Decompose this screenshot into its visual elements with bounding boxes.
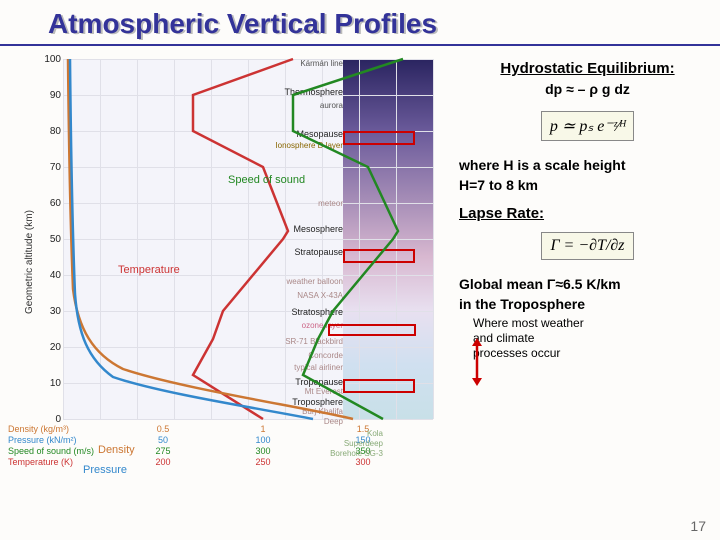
troposphere-arrow	[470, 338, 484, 391]
weather-note3: processes occur	[473, 346, 716, 361]
global-mean-section: Global mean Γ≈6.5 K/km in the Tropospher…	[459, 276, 716, 361]
page-title: Atmospheric Vertical Profiles	[0, 0, 720, 46]
sub-label: Kola	[367, 429, 383, 438]
curve-annotation: Speed of sound	[228, 174, 305, 186]
y-axis-label: Geometric altitude (km)	[24, 210, 35, 314]
hydrostatic-title: Hydrostatic Equilibrium:	[459, 60, 716, 77]
main-container: Geometric altitude (km) 0102030405060708…	[0, 46, 720, 496]
y-tick: 40	[43, 270, 61, 281]
curves-layer	[63, 59, 433, 419]
x-tick: 100	[248, 435, 278, 445]
x-tick: 50	[148, 435, 178, 445]
y-tick: 20	[43, 342, 61, 353]
y-tick: 80	[43, 126, 61, 137]
hydrostatic-section: Hydrostatic Equilibrium: dp ≈ – ρ g dz p…	[459, 60, 716, 145]
sub-label: Borehole SG-3	[330, 449, 383, 458]
curve-annotation: Temperature	[118, 264, 180, 276]
y-tick: 10	[43, 378, 61, 389]
weather-note2: and climate	[473, 331, 716, 346]
curve-annotation: Density	[98, 444, 135, 456]
x-tick: 0.5	[148, 424, 178, 434]
lapse-rate-formula: Γ = −∂T/∂z	[541, 232, 633, 260]
y-tick: 60	[43, 198, 61, 209]
scale-height-text2: H=7 to 8 km	[459, 177, 716, 193]
x-tick: 275	[148, 446, 178, 456]
lapse-rate-title: Lapse Rate:	[459, 205, 716, 222]
x-tick: 300	[348, 457, 378, 467]
x-tick: 300	[248, 446, 278, 456]
x-row-label: Density (kg/m³)	[8, 424, 118, 434]
global-mean-text1: Global mean Γ≈6.5 K/km	[459, 276, 716, 292]
lapse-rate-section: Lapse Rate: Γ = −∂T/∂z	[459, 205, 716, 264]
atmosphere-chart: Geometric altitude (km) 0102030405060708…	[8, 54, 438, 474]
chart-area: Geometric altitude (km) 0102030405060708…	[0, 46, 455, 496]
y-tick: 100	[43, 54, 61, 65]
scale-height-text1: where H is a scale height	[459, 157, 716, 173]
y-tick: 30	[43, 306, 61, 317]
y-tick: 90	[43, 90, 61, 101]
hydrostatic-eq: dp ≈ – ρ g dz	[459, 81, 716, 97]
scale-height-section: where H is a scale height H=7 to 8 km	[459, 157, 716, 193]
text-panel: Hydrostatic Equilibrium: dp ≈ – ρ g dz p…	[455, 46, 720, 496]
pressure-formula: p ≃ pₛ e⁻ᶻ⁄ᴴ	[541, 111, 634, 141]
x-tick: 250	[248, 457, 278, 467]
x-tick: 200	[148, 457, 178, 467]
page-number: 17	[690, 518, 706, 534]
y-tick: 70	[43, 162, 61, 173]
sub-label: Superdeep	[344, 439, 383, 448]
global-mean-text2: in the Troposphere	[459, 296, 716, 312]
x-tick: 1	[248, 424, 278, 434]
weather-note1: Where most weather	[473, 316, 716, 331]
curve-annotation: Pressure	[83, 464, 127, 476]
y-tick: 50	[43, 234, 61, 245]
